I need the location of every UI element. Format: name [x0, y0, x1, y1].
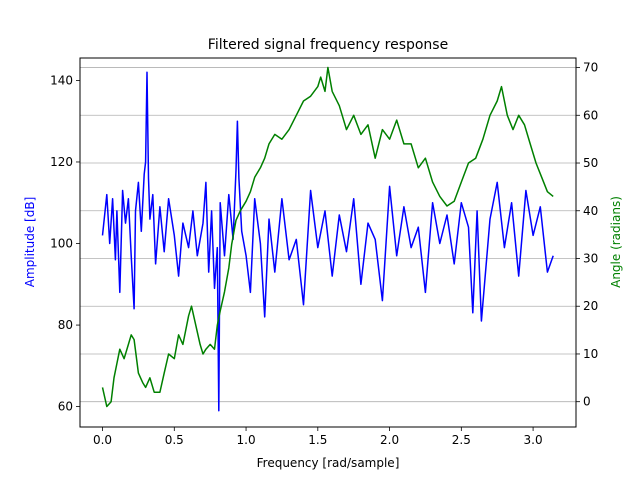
right-y-tick-label: 60	[583, 108, 598, 122]
x-tick-label: 1.5	[308, 433, 327, 447]
left-y-tick-label: 120	[50, 155, 73, 169]
grid	[80, 67, 576, 403]
left-y-tick-label: 80	[58, 318, 73, 332]
right-y-tick-label: 50	[583, 156, 598, 170]
series	[101, 66, 554, 412]
right-y-tick-label: 70	[583, 61, 598, 75]
right-y-tick-label: 10	[583, 347, 598, 361]
x-axis-label: Frequency [rad/sample]	[257, 456, 400, 470]
amplitude-line	[101, 71, 554, 412]
x-tick-label: 2.0	[380, 433, 399, 447]
x-tick-label: 1.0	[237, 433, 256, 447]
ticks: 0.0 0.5 1.0 1.5 2.0 2.5 3.0 60 80 100 120 140 0 10 20 3…	[50, 61, 598, 447]
left-y-tick-label: 60	[58, 400, 73, 414]
x-tick-label: 0.0	[93, 433, 112, 447]
plot-frame	[79, 57, 577, 428]
left-y-tick-label: 140	[50, 73, 73, 87]
angle-line	[101, 66, 554, 408]
left-axis-label: Amplitude [dB]	[23, 197, 37, 288]
x-tick-label: 0.5	[165, 433, 184, 447]
right-y-tick-label: 0	[583, 395, 591, 409]
left-y-tick-label: 100	[50, 237, 73, 251]
x-tick-label: 3.0	[524, 433, 543, 447]
right-axis-label: Angle (radians)	[609, 196, 623, 288]
right-y-tick-label: 30	[583, 251, 598, 265]
right-y-tick-label: 20	[583, 299, 598, 313]
right-y-tick-label: 40	[583, 204, 598, 218]
chart-title: Filtered signal frequency response	[208, 37, 448, 53]
x-tick-label: 2.5	[452, 433, 471, 447]
